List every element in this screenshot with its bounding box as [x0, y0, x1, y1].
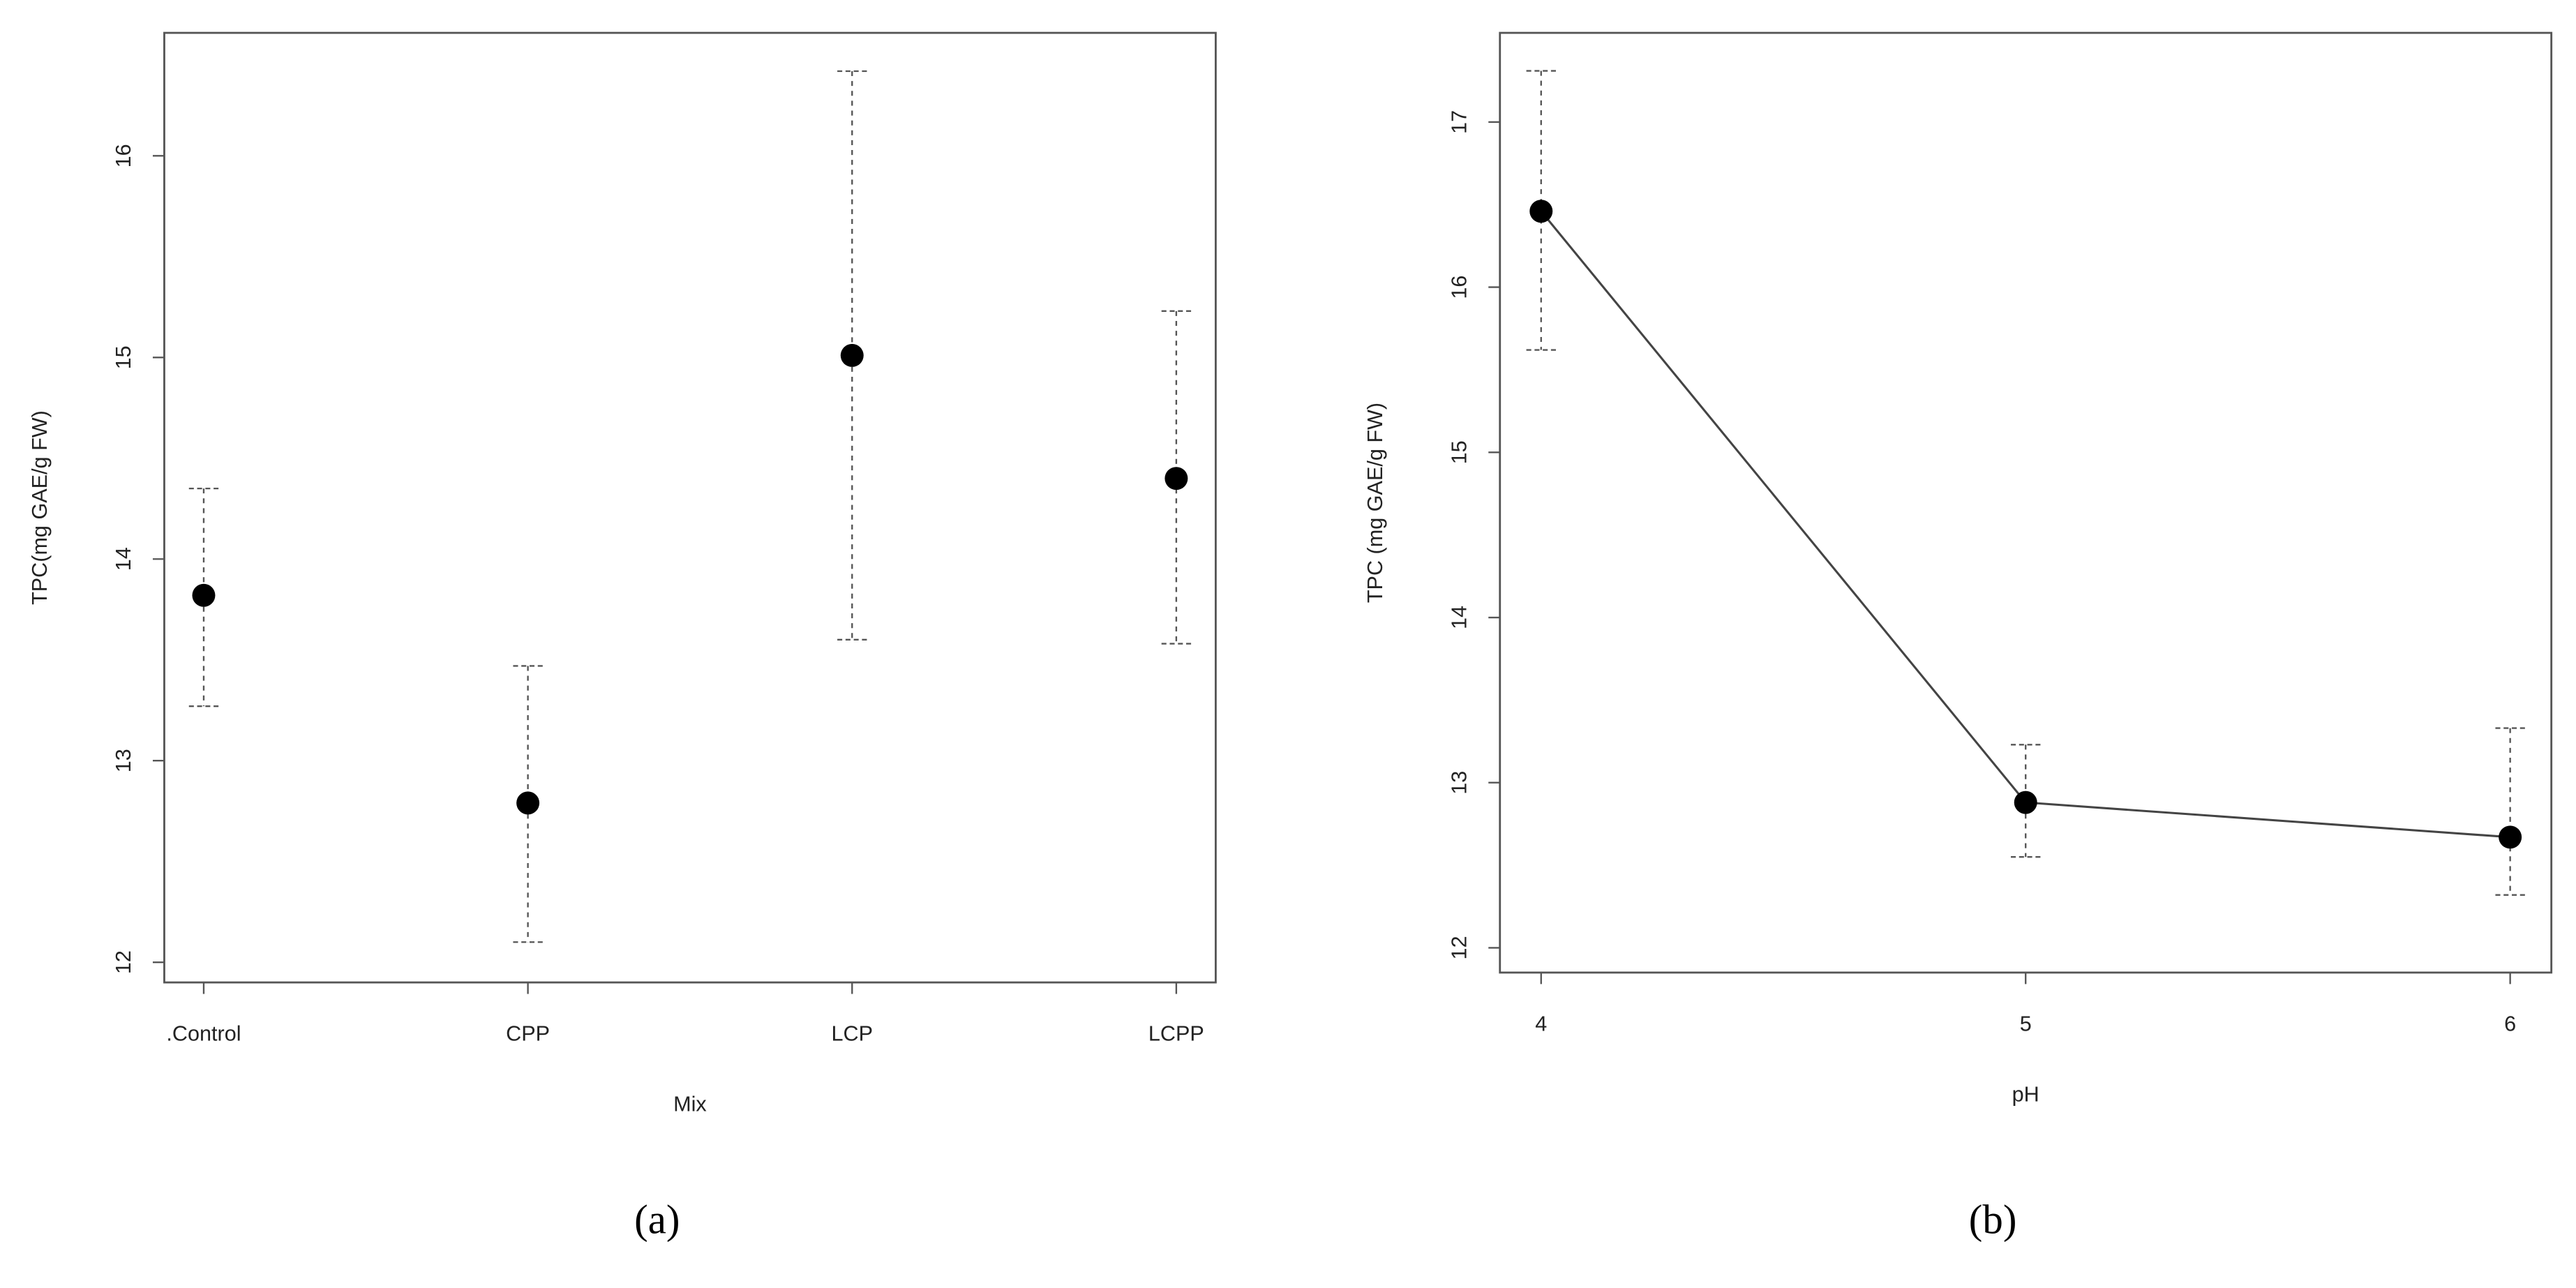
- x-axis-title: pH: [2012, 1083, 2039, 1107]
- y-tick-label: 16: [1447, 276, 1471, 299]
- x-tick-label: 5: [2020, 1012, 2032, 1035]
- y-axis-title: TPC(mg GAE/g FW): [28, 410, 52, 605]
- mean-point: [1529, 200, 1553, 223]
- mean-point: [840, 343, 864, 367]
- mean-point: [1165, 467, 1188, 491]
- x-tick-label: 6: [2504, 1012, 2516, 1035]
- panel-label: (a): [634, 1197, 680, 1243]
- y-tick-label: 16: [112, 144, 135, 167]
- plot-frame: [163, 31, 1217, 984]
- panel-label: (b): [1969, 1197, 2017, 1243]
- y-tick-label: 14: [112, 547, 135, 571]
- y-tick-label: 15: [1447, 440, 1471, 464]
- mean-point: [2014, 791, 2037, 814]
- y-tick-label: 13: [1447, 771, 1471, 795]
- plot-frame: [1499, 31, 2553, 974]
- y-tick-label: 17: [1447, 110, 1471, 134]
- y-tick-label: 14: [1447, 606, 1471, 629]
- mean-point: [192, 583, 216, 607]
- y-tick-label: 13: [112, 749, 135, 772]
- x-axis-title: Mix: [673, 1093, 707, 1116]
- x-tick-label: LCPP: [1148, 1021, 1204, 1045]
- mean-point: [2499, 825, 2522, 849]
- x-tick-label: .Control: [166, 1021, 241, 1045]
- y-tick-label: 12: [1447, 936, 1471, 959]
- x-tick-label: CPP: [506, 1021, 550, 1045]
- connecting-line: [1540, 210, 2510, 839]
- y-axis-title: TPC (mg GAE/g FW): [1363, 403, 1387, 603]
- x-tick-label: LCP: [831, 1021, 873, 1045]
- y-tick-label: 12: [112, 950, 135, 974]
- mean-point: [516, 791, 540, 815]
- y-tick-label: 15: [112, 345, 135, 369]
- x-tick-label: 4: [1535, 1012, 1547, 1035]
